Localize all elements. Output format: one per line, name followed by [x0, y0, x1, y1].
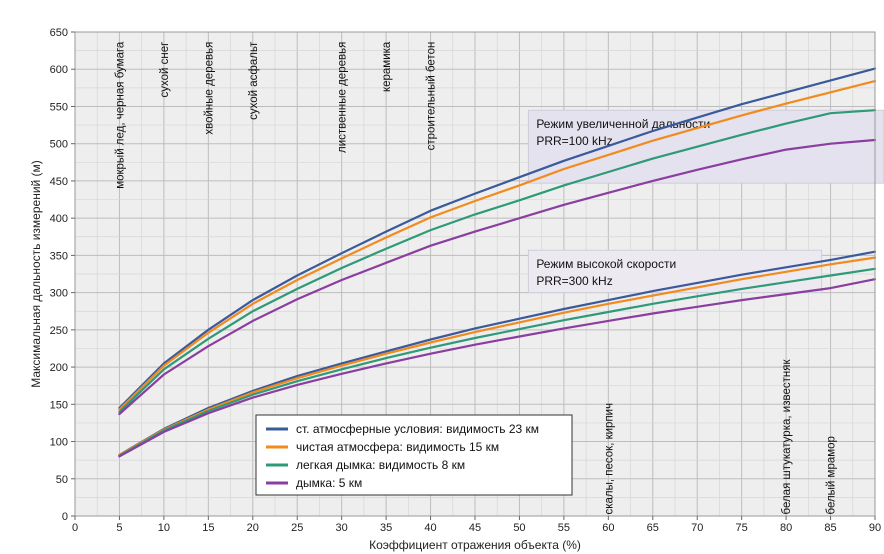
x-tick-label: 10 — [158, 522, 170, 534]
mode-note-text: Режим увеличенной дальности — [536, 117, 710, 131]
y-tick-label: 300 — [50, 288, 68, 300]
y-tick-label: 500 — [50, 139, 68, 151]
series-line — [118, 250, 877, 456]
y-tick-label: 350 — [50, 250, 68, 262]
x-tick-label: 65 — [647, 522, 659, 534]
x-tick-label: 35 — [380, 522, 392, 534]
x-tick-label: 0 — [72, 522, 78, 534]
x-tick-label: 5 — [116, 522, 122, 534]
material-label: мокрый лед, черная бумага — [114, 41, 126, 189]
series-line — [118, 256, 877, 456]
material-label: керамика — [381, 41, 393, 92]
y-tick-label: 200 — [50, 362, 68, 374]
mode-note-text: PRR=300 kHz — [536, 274, 612, 288]
legend: ст. атмосферные условия: видимость 23 км… — [255, 414, 573, 496]
x-tick-label: 70 — [691, 522, 703, 534]
y-tick-label: 250 — [50, 325, 68, 337]
y-tick-label: 400 — [50, 213, 68, 225]
mode-note-text: PRR=100 kHz — [536, 134, 612, 148]
material-label: сухой снег — [159, 42, 171, 98]
x-tick-label: 20 — [247, 522, 259, 534]
material-label: хвойные деревья — [203, 42, 215, 135]
material-labels: мокрый лед, черная бумага сухой снег хвойн… — [114, 41, 837, 515]
x-tick-label: 60 — [602, 522, 614, 534]
x-tick-label: 90 — [869, 522, 881, 534]
y-tick-label: 600 — [50, 64, 68, 76]
x-tick-label: 50 — [513, 522, 525, 534]
x-tick-label: 15 — [202, 522, 214, 534]
y-tick-label: 100 — [50, 437, 68, 449]
x-tick-label: 45 — [469, 522, 481, 534]
x-tick-label: 55 — [558, 522, 570, 534]
x-tick-label: 25 — [291, 522, 303, 534]
material-label: белая штукатурка, известняк — [781, 359, 793, 515]
y-tick-label: 0 — [62, 511, 68, 523]
series-line — [118, 109, 877, 413]
series-line — [118, 278, 877, 458]
y-tick-label: 150 — [50, 399, 68, 411]
y-tick-label: 550 — [50, 101, 68, 113]
y-tick-label: 450 — [50, 176, 68, 188]
x-tick-label: 75 — [736, 522, 748, 534]
mode-note-text: Режим высокой скорости — [536, 257, 676, 271]
y-tick-label: 650 — [50, 27, 68, 39]
series-lines — [118, 67, 877, 458]
legend-label: легкая дымка: видимость 8 км — [296, 458, 465, 472]
material-label: белый мрамор — [826, 436, 838, 514]
material-label: строительный бетон — [426, 42, 438, 151]
legend-box — [255, 414, 573, 496]
axes: 0 5 10 15 20 25 30 35 40 45 50 55 60 65 70 75 80 85 90 0 50 1… — [50, 27, 881, 534]
y-tick-label: 50 — [56, 474, 68, 486]
legend-label: дымка: 5 км — [296, 476, 362, 490]
legend-label: ст. атмосферные условия: видимость 23 км — [296, 422, 539, 436]
annotation-boxes: Режим увеличенной дальности PRR=100 kHz Ре… — [527, 109, 884, 294]
x-tick-label: 80 — [780, 522, 792, 534]
material-label: скалы, песок, кирпич — [603, 403, 615, 515]
series-line — [118, 67, 877, 410]
y-axis-title: Максимальная дальность измерений (м) — [29, 160, 43, 388]
legend-label: чистая атмосфера: видимость 15 км — [296, 440, 499, 454]
series-line — [118, 267, 877, 457]
x-tick-label: 40 — [424, 522, 436, 534]
x-tick-label: 30 — [336, 522, 348, 534]
material-label: сухой асфальт — [248, 41, 260, 120]
mode-note-box — [527, 249, 823, 294]
series-line — [118, 79, 877, 411]
mode-note-box — [527, 109, 884, 184]
x-axis-title: Коэффициент отражения объекта (%) — [369, 538, 581, 552]
material-label: лиственные деревья — [337, 42, 349, 153]
x-tick-label: 85 — [824, 522, 836, 534]
series-line — [118, 138, 877, 416]
